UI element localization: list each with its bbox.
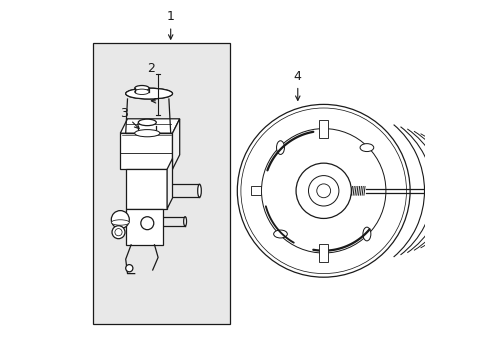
Bar	[125, 169, 167, 209]
Text: 1: 1	[166, 10, 174, 39]
Ellipse shape	[276, 141, 284, 154]
Bar	[93, 43, 230, 324]
Text: 2: 2	[147, 62, 155, 75]
Ellipse shape	[362, 227, 370, 241]
Circle shape	[112, 226, 125, 239]
Ellipse shape	[137, 130, 157, 136]
Ellipse shape	[125, 88, 172, 99]
Circle shape	[261, 129, 385, 253]
Ellipse shape	[125, 88, 172, 99]
Polygon shape	[120, 119, 179, 133]
Ellipse shape	[138, 119, 156, 126]
Circle shape	[141, 217, 153, 230]
Ellipse shape	[359, 144, 373, 152]
Text: 3: 3	[120, 107, 139, 129]
Ellipse shape	[134, 85, 149, 91]
Circle shape	[125, 265, 133, 272]
Ellipse shape	[197, 184, 201, 197]
Ellipse shape	[273, 230, 287, 238]
Bar	[319, 120, 327, 138]
Polygon shape	[172, 119, 179, 169]
Circle shape	[308, 176, 338, 206]
Text: 4: 4	[293, 70, 301, 100]
Bar	[125, 209, 163, 245]
Ellipse shape	[111, 220, 129, 225]
Bar	[319, 244, 327, 262]
Circle shape	[241, 108, 406, 274]
Bar	[120, 133, 172, 169]
Circle shape	[316, 184, 330, 198]
Ellipse shape	[134, 130, 160, 137]
Circle shape	[111, 211, 129, 229]
Circle shape	[295, 163, 351, 219]
Circle shape	[237, 104, 409, 277]
Bar	[251, 186, 261, 195]
Polygon shape	[167, 158, 172, 209]
Circle shape	[115, 229, 122, 236]
Ellipse shape	[183, 217, 186, 226]
Ellipse shape	[134, 89, 149, 94]
